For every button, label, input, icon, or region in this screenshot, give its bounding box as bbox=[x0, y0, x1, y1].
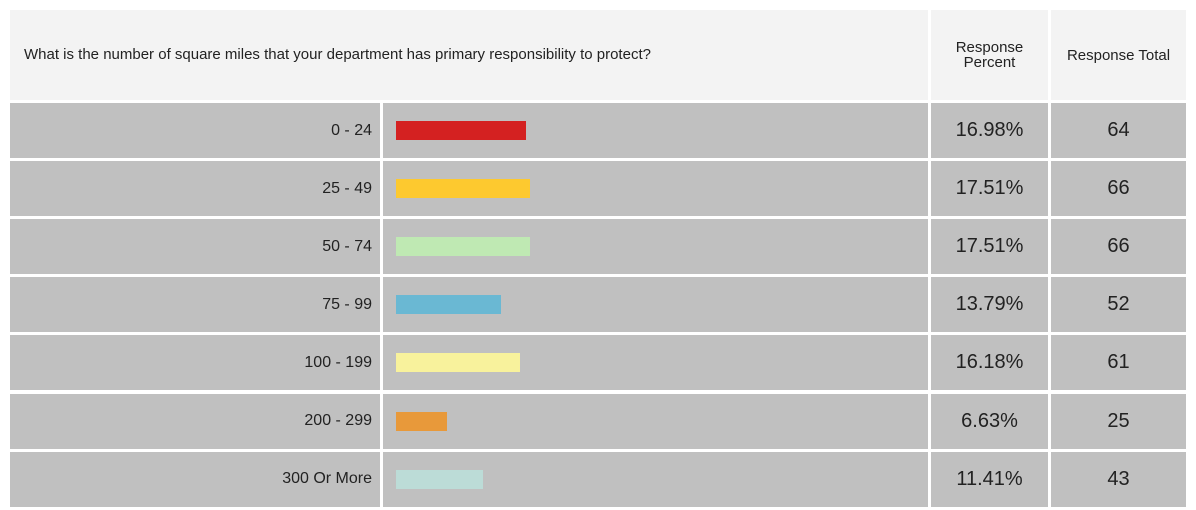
response-total: 64 bbox=[1051, 103, 1186, 159]
question: What is the number of square miles that … bbox=[10, 10, 928, 100]
response-percent: 17.51% bbox=[931, 161, 1048, 217]
header-percent: Response Percent bbox=[931, 10, 1048, 100]
bar bbox=[396, 353, 520, 373]
bar bbox=[396, 469, 484, 489]
row-label: 25 - 49 bbox=[10, 161, 380, 217]
bar bbox=[396, 179, 530, 199]
row-label: 75 - 99 bbox=[10, 277, 380, 333]
header-total: Response Total bbox=[1051, 10, 1186, 100]
response-total: 66 bbox=[1051, 161, 1186, 217]
row-label: 300 Or More bbox=[10, 451, 380, 507]
response-total: 52 bbox=[1051, 277, 1186, 333]
row-label: 200 - 299 bbox=[10, 393, 380, 449]
response-percent: 11.41% bbox=[931, 451, 1048, 507]
row-label: 100 - 199 bbox=[10, 335, 380, 391]
bar bbox=[396, 237, 530, 257]
response-total: 25 bbox=[1051, 393, 1186, 449]
bar bbox=[396, 121, 526, 141]
response-percent: 6.63% bbox=[931, 393, 1048, 449]
response-percent: 13.79% bbox=[931, 277, 1048, 333]
row-label: 50 - 74 bbox=[10, 219, 380, 275]
bar bbox=[396, 411, 447, 431]
response-total: 66 bbox=[1051, 219, 1186, 275]
bar bbox=[396, 295, 502, 315]
response-percent: 16.18% bbox=[931, 335, 1048, 391]
response-total: 61 bbox=[1051, 335, 1186, 391]
response-total: 43 bbox=[1051, 451, 1186, 507]
bar-cell bbox=[383, 393, 928, 449]
response-percent: 17.51% bbox=[931, 219, 1048, 275]
row-label: 0 - 24 bbox=[10, 103, 380, 159]
response-percent: 16.98% bbox=[931, 103, 1048, 159]
